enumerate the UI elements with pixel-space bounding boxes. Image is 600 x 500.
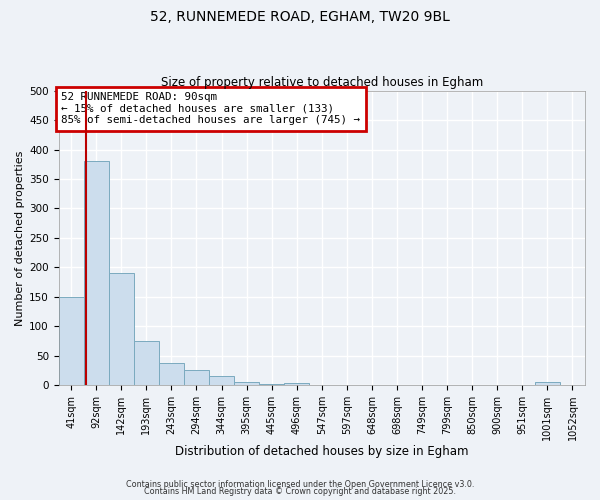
Bar <box>59 297 84 385</box>
Bar <box>134 341 159 385</box>
Title: Size of property relative to detached houses in Egham: Size of property relative to detached ho… <box>161 76 483 90</box>
Bar <box>234 382 259 385</box>
Bar <box>209 376 234 385</box>
Text: Contains HM Land Registry data © Crown copyright and database right 2025.: Contains HM Land Registry data © Crown c… <box>144 487 456 496</box>
X-axis label: Distribution of detached houses by size in Egham: Distribution of detached houses by size … <box>175 444 469 458</box>
Bar <box>535 382 560 385</box>
Text: Contains public sector information licensed under the Open Government Licence v3: Contains public sector information licen… <box>126 480 474 489</box>
Bar <box>259 384 284 385</box>
Bar <box>159 364 184 385</box>
Bar <box>109 273 134 385</box>
Text: 52 RUNNEMEDE ROAD: 90sqm
← 15% of detached houses are smaller (133)
85% of semi-: 52 RUNNEMEDE ROAD: 90sqm ← 15% of detach… <box>61 92 360 126</box>
Y-axis label: Number of detached properties: Number of detached properties <box>15 150 25 326</box>
Bar <box>84 162 109 385</box>
Text: 52, RUNNEMEDE ROAD, EGHAM, TW20 9BL: 52, RUNNEMEDE ROAD, EGHAM, TW20 9BL <box>150 10 450 24</box>
Bar <box>184 370 209 385</box>
Bar <box>284 384 309 385</box>
